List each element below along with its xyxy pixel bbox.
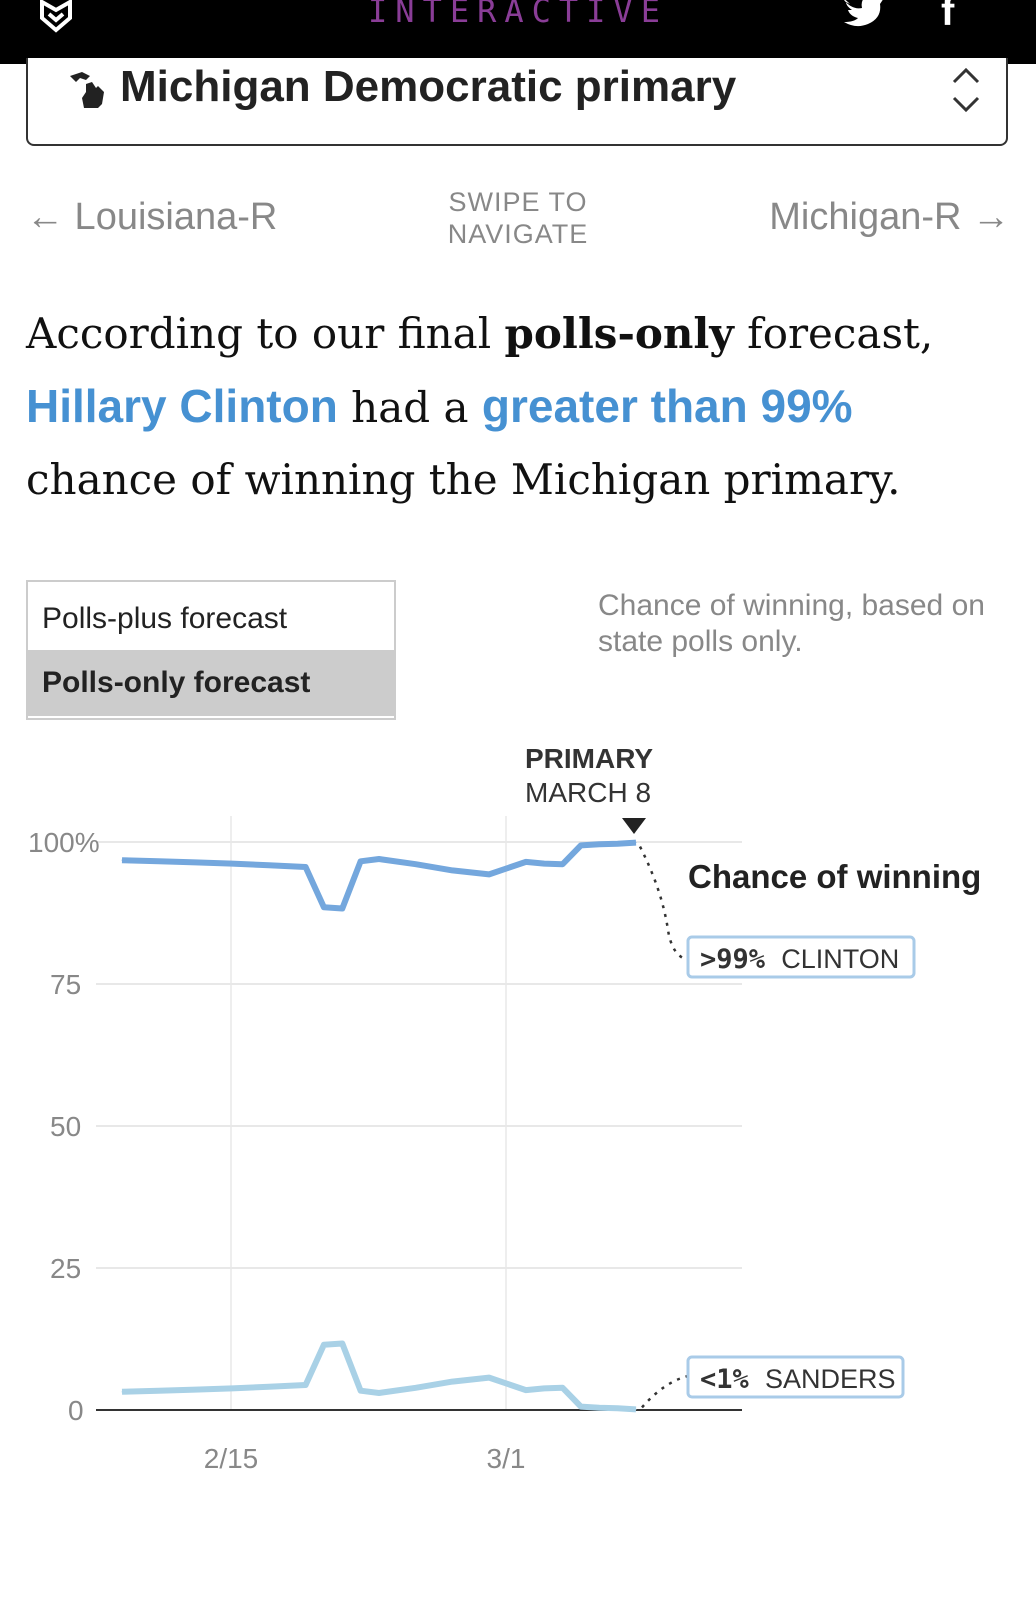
data-point-clinton <box>415 863 417 865</box>
y-tick-label: 50 <box>50 1111 81 1142</box>
headline-chance: greater than 99% <box>481 380 853 432</box>
data-point-sanders <box>323 1344 325 1346</box>
swipe-hint-line1: SWIPE TO <box>448 187 588 217</box>
swipe-hint: SWIPE TO NAVIGATE <box>418 186 618 250</box>
data-point-sanders <box>451 1381 453 1383</box>
data-point-clinton <box>543 863 545 865</box>
forecast-toggle: Polls-plus forecast Polls-only forecast <box>26 580 396 720</box>
clinton-end-name: CLINTON <box>781 944 899 974</box>
data-point-sanders <box>635 1408 637 1410</box>
sanders-end-label-box <box>686 1355 905 1399</box>
forecast-headline: According to our final polls-only foreca… <box>26 298 1006 516</box>
updown-chevron-icon <box>950 64 982 121</box>
series-line-sanders <box>121 1340 637 1413</box>
nav-prev-link[interactable]: ← Louisiana-R <box>26 196 278 238</box>
data-point-sanders <box>194 1389 196 1391</box>
clinton-end-value: >99% <box>700 944 781 975</box>
data-point-clinton <box>525 861 527 863</box>
sanders-end-label: <1% SANDERS <box>700 1364 896 1395</box>
swipe-hint-line2: NAVIGATE <box>447 219 589 249</box>
polls-only-option[interactable]: Polls-only forecast <box>28 650 394 716</box>
data-point-clinton <box>194 861 196 863</box>
sanders-leader-line <box>641 1374 689 1409</box>
x-tick-label: 2/15 <box>204 1443 259 1474</box>
x-tick-label: 3/1 <box>487 1443 526 1474</box>
data-point-clinton <box>121 859 123 861</box>
data-point-sanders <box>525 1389 527 1391</box>
data-point-sanders <box>543 1387 545 1389</box>
headline-part1: According to our final <box>26 309 505 358</box>
data-point-sanders <box>378 1392 380 1394</box>
data-point-sanders <box>158 1390 160 1392</box>
data-point-sanders <box>580 1406 582 1408</box>
primary-annotation-date: MARCH 8 <box>525 777 651 808</box>
data-point-clinton <box>562 863 564 865</box>
nav-next-link[interactable]: Michigan-R → <box>769 196 1010 238</box>
data-point-clinton <box>305 866 307 868</box>
data-point-sanders <box>562 1387 564 1389</box>
data-point-clinton <box>268 864 270 866</box>
data-point-clinton <box>360 860 362 862</box>
y-tick-label: 100% <box>28 827 100 858</box>
fivethirtyeight-logo-icon[interactable] <box>38 0 74 39</box>
sanders-end-value: <1% <box>700 1364 765 1395</box>
data-point-clinton <box>378 858 380 860</box>
data-point-sanders <box>231 1387 233 1389</box>
data-point-clinton <box>488 873 490 875</box>
data-point-clinton <box>231 863 233 865</box>
race-select-label: Michigan Democratic primary <box>120 62 737 111</box>
data-point-sanders <box>341 1343 343 1345</box>
race-select[interactable]: Michigan Democratic primary <box>26 58 1008 146</box>
headline-polls-only: polls-only <box>504 309 734 358</box>
twitter-icon[interactable] <box>842 0 884 33</box>
data-point-clinton <box>323 906 325 908</box>
series-line-clinton <box>121 839 637 912</box>
polls-plus-option[interactable]: Polls-plus forecast <box>28 586 394 652</box>
data-point-clinton <box>580 844 582 846</box>
data-point-clinton <box>617 843 619 845</box>
data-point-sanders <box>360 1390 362 1392</box>
data-point-sanders <box>617 1407 619 1409</box>
headline-candidate: Hillary Clinton <box>26 380 338 432</box>
y-tick-label: 0 <box>68 1395 84 1426</box>
data-point-sanders <box>598 1407 600 1409</box>
data-point-sanders <box>268 1386 270 1388</box>
headline-part5: chance of winning the Michigan primary. <box>26 455 901 504</box>
top-bar: INTERACTIVE f <box>0 0 1036 64</box>
data-point-sanders <box>488 1377 490 1379</box>
data-point-clinton <box>451 869 453 871</box>
headline-part3: forecast, <box>733 309 934 358</box>
forecast-description: Chance of winning, based on state polls … <box>598 589 985 658</box>
data-point-sanders <box>415 1387 417 1389</box>
facebook-icon[interactable]: f <box>941 0 955 34</box>
data-point-clinton <box>598 843 600 845</box>
clinton-end-label-box <box>686 935 916 979</box>
headline-part4: had a <box>337 383 482 432</box>
data-point-sanders <box>121 1391 123 1393</box>
y-tick-label: 75 <box>50 969 81 1000</box>
data-point-clinton <box>158 860 160 862</box>
clinton-end-label: >99% CLINTON <box>700 944 899 975</box>
clinton-leader-line <box>638 846 689 962</box>
data-point-clinton <box>341 907 343 909</box>
primary-annotation-title: PRIMARY <box>525 743 653 774</box>
data-point-sanders <box>305 1384 307 1386</box>
data-point-clinton <box>635 842 637 844</box>
sanders-end-name: SANDERS <box>765 1364 896 1394</box>
y-tick-label: 25 <box>50 1253 81 1284</box>
brand-title: INTERACTIVE <box>368 0 668 30</box>
chance-of-winning-heading: Chance of winning <box>688 858 981 895</box>
michigan-state-icon <box>68 70 108 115</box>
primary-date-marker <box>622 818 646 834</box>
